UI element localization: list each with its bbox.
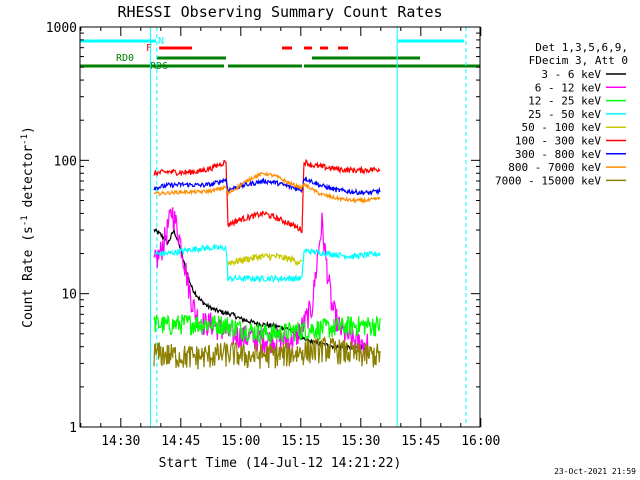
flag-layer: NF RD0 RD6 (80, 36, 480, 72)
legend: Det 1,3,5,6,9, FDecim 3, Att 0 3 - 6 keV… (495, 41, 628, 187)
legend-entry-label: 3 - 6 keV (541, 68, 601, 81)
x-tick-label: 14:45 (161, 434, 200, 449)
flag-label-rd0: RD0 (116, 53, 134, 64)
y-axis-label-main: Count Rate (s (21, 226, 36, 328)
y-axis: 1 10 100 1000 (46, 21, 480, 436)
legend-entry-label: 7000 - 15000 keV (495, 174, 601, 187)
flag-label-f: F (146, 43, 152, 54)
legend-entry-label: 12 - 25 keV (528, 95, 601, 108)
y-axis-label-end: ) (21, 126, 36, 134)
series-line-6 (153, 176, 381, 197)
chart-title: RHESSI Observing Summary Count Rates (117, 3, 442, 21)
legend-entry-label: 300 - 800 keV (515, 148, 601, 161)
flag-label-n: N (158, 36, 164, 47)
x-tick-label: 14:30 (101, 434, 140, 449)
series-line-7 (153, 172, 381, 205)
legend-header-line-2: FDecim 3, Att 0 (529, 54, 628, 67)
y-tick-label: 100 (54, 154, 77, 169)
y-axis-label-sup2: -1 (20, 134, 30, 145)
series-line-5 (153, 158, 381, 234)
y-axis-label: Count Rate (s-1 detector-1) (20, 126, 36, 328)
legend-entry-label: 50 - 100 keV (522, 121, 602, 134)
render-timestamp: 23-Oct-2021 21:59 (554, 467, 636, 476)
plot-frame (79, 26, 481, 428)
vline-layer (149, 27, 467, 427)
x-tick-label: 15:45 (401, 434, 440, 449)
y-tick-label: 1000 (46, 21, 77, 36)
legend-entry-label: 100 - 300 keV (515, 135, 601, 148)
series-line-3 (153, 243, 381, 284)
flag-label-rd6: RD6 (150, 61, 168, 72)
x-tick-label: 15:30 (341, 434, 380, 449)
legend-entry-label: 25 - 50 keV (528, 108, 601, 121)
y-tick-label: 10 (61, 288, 77, 303)
series-line-8 (153, 335, 381, 370)
x-tick-label: 15:00 (221, 434, 260, 449)
y-axis-label-mid: detector (21, 145, 36, 216)
y-tick-label: 1 (69, 421, 77, 436)
x-axis-label: Start Time (14-Jul-12 14:21:22) (159, 456, 402, 471)
x-tick-label: 15:15 (281, 434, 320, 449)
legend-header-line-1: Det 1,3,5,6,9, (535, 41, 628, 54)
series-layer (153, 158, 381, 370)
series-line-2 (153, 314, 381, 345)
series-line-4 (227, 252, 303, 267)
x-axis: 14:30 14:45 15:00 15:15 15:30 15:45 16:00 (80, 27, 500, 449)
legend-entry-label: 800 - 7000 keV (508, 161, 601, 174)
legend-entry-label: 6 - 12 keV (535, 81, 602, 94)
y-axis-label-sup1: -1 (20, 215, 30, 226)
x-tick-label: 16:00 (461, 434, 500, 449)
